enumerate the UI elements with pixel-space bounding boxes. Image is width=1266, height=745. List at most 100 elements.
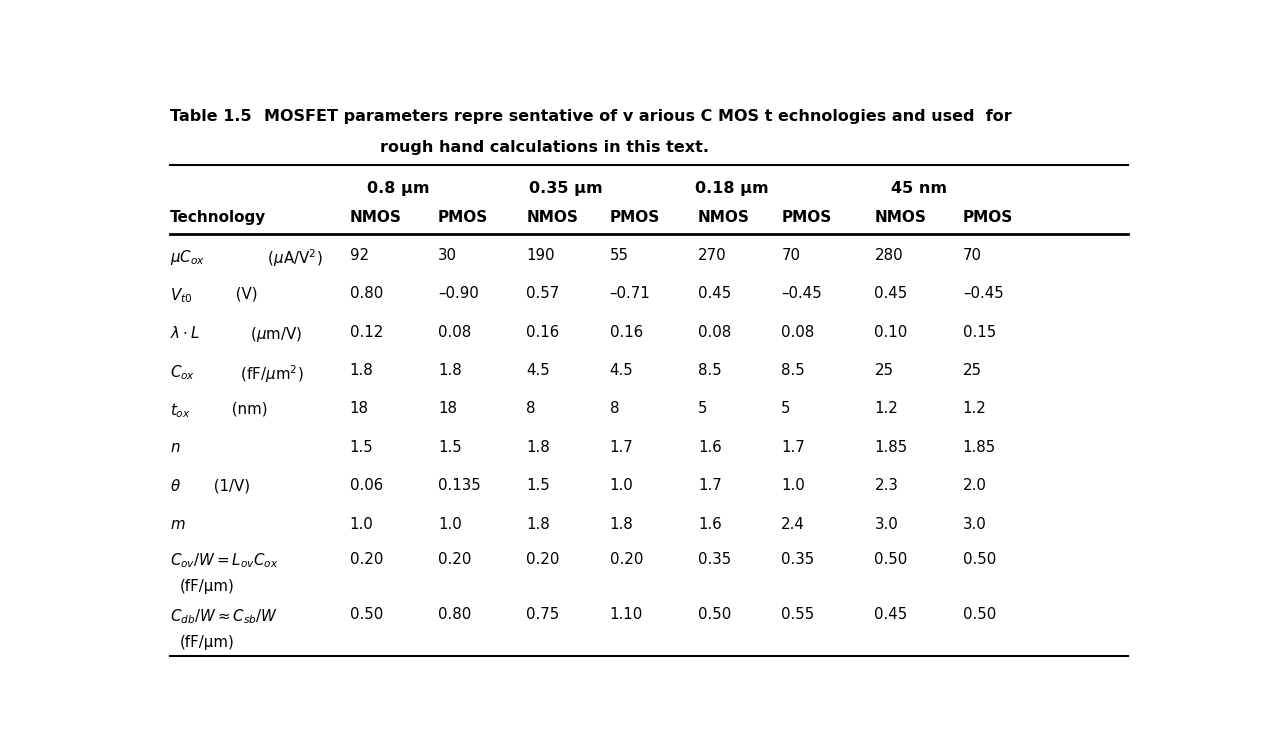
Text: 0.06: 0.06 [349, 478, 382, 493]
Text: 1.5: 1.5 [438, 440, 462, 455]
Text: (1/V): (1/V) [209, 478, 251, 493]
Text: PMOS: PMOS [781, 210, 832, 225]
Text: 18: 18 [438, 402, 457, 416]
Text: 55: 55 [610, 248, 629, 263]
Text: 92: 92 [349, 248, 368, 263]
Text: (fF/μm): (fF/μm) [180, 580, 234, 595]
Text: 2.3: 2.3 [875, 478, 899, 493]
Text: 70: 70 [781, 248, 800, 263]
Text: PMOS: PMOS [962, 210, 1013, 225]
Text: 1.8: 1.8 [610, 517, 633, 532]
Text: 0.35 μm: 0.35 μm [529, 181, 603, 196]
Text: 25: 25 [875, 363, 894, 378]
Text: 30: 30 [438, 248, 457, 263]
Text: 1.0: 1.0 [349, 517, 373, 532]
Text: 1.6: 1.6 [698, 517, 722, 532]
Text: 4.5: 4.5 [610, 363, 633, 378]
Text: 0.35: 0.35 [781, 552, 814, 567]
Text: $\mu C_{ox}$: $\mu C_{ox}$ [170, 248, 205, 267]
Text: –0.45: –0.45 [962, 286, 1004, 301]
Text: NMOS: NMOS [875, 210, 927, 225]
Text: 190: 190 [527, 248, 555, 263]
Text: 1.10: 1.10 [610, 607, 643, 622]
Text: (V): (V) [230, 286, 257, 301]
Text: 0.50: 0.50 [962, 552, 996, 567]
Text: 0.20: 0.20 [438, 552, 471, 567]
Text: Table 1.5: Table 1.5 [170, 110, 252, 124]
Text: 3.0: 3.0 [875, 517, 899, 532]
Text: rough hand calculations in this text.: rough hand calculations in this text. [380, 140, 709, 155]
Text: 0.50: 0.50 [962, 607, 996, 622]
Text: 0.10: 0.10 [875, 325, 908, 340]
Text: –0.90: –0.90 [438, 286, 479, 301]
Text: PMOS: PMOS [438, 210, 489, 225]
Text: $\lambda \cdot L$: $\lambda \cdot L$ [170, 325, 200, 340]
Text: 0.35: 0.35 [698, 552, 732, 567]
Text: PMOS: PMOS [610, 210, 660, 225]
Text: NMOS: NMOS [349, 210, 401, 225]
Text: 0.45: 0.45 [875, 286, 908, 301]
Text: ($\mu$m/V): ($\mu$m/V) [241, 325, 303, 343]
Text: 0.45: 0.45 [875, 607, 908, 622]
Text: (fF/$\mu$m$^2$): (fF/$\mu$m$^2$) [235, 363, 304, 384]
Text: 8.5: 8.5 [698, 363, 722, 378]
Text: 5: 5 [698, 402, 708, 416]
Text: 1.0: 1.0 [781, 478, 805, 493]
Text: Technology: Technology [170, 210, 266, 225]
Text: 0.12: 0.12 [349, 325, 382, 340]
Text: 1.7: 1.7 [610, 440, 633, 455]
Text: –0.71: –0.71 [610, 286, 651, 301]
Text: 0.45: 0.45 [698, 286, 732, 301]
Text: 0.50: 0.50 [349, 607, 382, 622]
Text: 1.2: 1.2 [962, 402, 986, 416]
Text: 0.15: 0.15 [962, 325, 996, 340]
Text: 1.7: 1.7 [698, 478, 722, 493]
Text: 0.18 μm: 0.18 μm [695, 181, 768, 196]
Text: $t_{ox}$: $t_{ox}$ [170, 402, 191, 420]
Text: 1.8: 1.8 [527, 517, 549, 532]
Text: NMOS: NMOS [527, 210, 579, 225]
Text: MOSFET parameters repre sentative of v arious C MOS t echnologies and used  for: MOSFET parameters repre sentative of v a… [265, 110, 1012, 124]
Text: 70: 70 [962, 248, 982, 263]
Text: 0.08: 0.08 [781, 325, 814, 340]
Text: 0.16: 0.16 [527, 325, 560, 340]
Text: 1.8: 1.8 [438, 363, 462, 378]
Text: 0.16: 0.16 [610, 325, 643, 340]
Text: 8.5: 8.5 [781, 363, 805, 378]
Text: $C_{ov}/W = L_{ov}C_{ox}$: $C_{ov}/W = L_{ov}C_{ox}$ [170, 552, 279, 571]
Text: 280: 280 [875, 248, 903, 263]
Text: 1.5: 1.5 [527, 478, 549, 493]
Text: $C_{db}/W \approx C_{sb}/W$: $C_{db}/W \approx C_{sb}/W$ [170, 607, 279, 626]
Text: 1.8: 1.8 [527, 440, 549, 455]
Text: (fF/μm): (fF/μm) [180, 635, 234, 650]
Text: NMOS: NMOS [698, 210, 749, 225]
Text: ($\mu$A/V$^2$): ($\mu$A/V$^2$) [263, 248, 323, 270]
Text: 1.0: 1.0 [438, 517, 462, 532]
Text: 0.80: 0.80 [349, 286, 382, 301]
Text: $\theta$: $\theta$ [170, 478, 181, 495]
Text: 1.8: 1.8 [349, 363, 373, 378]
Text: 1.5: 1.5 [349, 440, 373, 455]
Text: $m$: $m$ [170, 517, 186, 532]
Text: 0.20: 0.20 [527, 552, 560, 567]
Text: $n$: $n$ [170, 440, 181, 455]
Text: 0.80: 0.80 [438, 607, 471, 622]
Text: 270: 270 [698, 248, 727, 263]
Text: 0.20: 0.20 [349, 552, 382, 567]
Text: 0.55: 0.55 [781, 607, 814, 622]
Text: $C_{ox}$: $C_{ox}$ [170, 363, 195, 381]
Text: 2.0: 2.0 [962, 478, 986, 493]
Text: 1.6: 1.6 [698, 440, 722, 455]
Text: 45 nm: 45 nm [891, 181, 947, 196]
Text: 25: 25 [962, 363, 982, 378]
Text: 4.5: 4.5 [527, 363, 549, 378]
Text: 0.08: 0.08 [698, 325, 732, 340]
Text: 1.7: 1.7 [781, 440, 805, 455]
Text: 0.8 μm: 0.8 μm [367, 181, 430, 196]
Text: (nm): (nm) [227, 402, 267, 416]
Text: 0.50: 0.50 [698, 607, 732, 622]
Text: 1.85: 1.85 [962, 440, 996, 455]
Text: 0.75: 0.75 [527, 607, 560, 622]
Text: $V_{t0}$: $V_{t0}$ [170, 286, 192, 305]
Text: 0.50: 0.50 [875, 552, 908, 567]
